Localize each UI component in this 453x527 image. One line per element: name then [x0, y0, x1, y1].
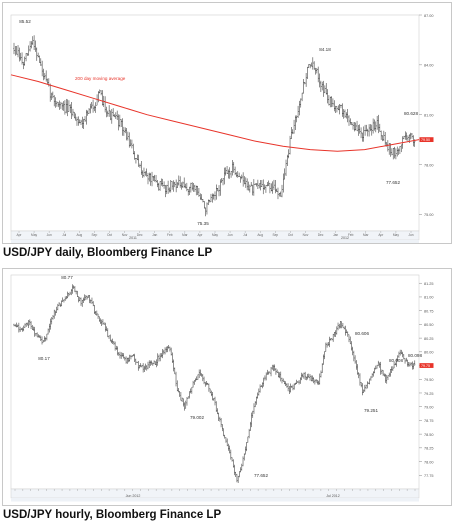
last-price-marker — [419, 137, 434, 143]
annotation-label: 79.002 — [190, 415, 204, 420]
y-tick-label: 79.25 — [424, 392, 434, 396]
x-tick-label: Apr — [197, 233, 203, 237]
annotation-label: 84.18 — [319, 47, 331, 52]
hourly-chart: 77.75 78.00 78.25 78.50 78.75 79.00 79.25 79.50… — [10, 274, 434, 502]
y-tick-label: 81.25 — [424, 282, 434, 286]
x-year-label: 2012 — [341, 236, 349, 240]
y-tick-label: 78.75 — [424, 419, 434, 423]
y-tick-label: 77.75 — [424, 474, 434, 478]
x-tick-label: Aug — [257, 233, 263, 237]
x-tick-label: Apr — [17, 233, 23, 237]
y-tick-label: 80.75 — [424, 309, 434, 313]
x-tick-label: Sep — [92, 233, 98, 237]
annotation-label: 80.098 — [408, 353, 422, 358]
x-tick-label: Oct — [288, 233, 293, 237]
x-tick-label: Feb — [348, 233, 354, 237]
x-tick-label: Jan — [333, 233, 338, 237]
x-tick-label: Aug — [76, 233, 82, 237]
x-year-label: Jun 2012 — [126, 494, 141, 498]
y-tick-label: 79.50 — [424, 378, 434, 382]
y-tick-label: 80.25 — [424, 337, 434, 341]
moving-average-line — [10, 74, 420, 152]
y-tick-label: 78.25 — [424, 447, 434, 451]
x-tick-label: Apr — [378, 233, 384, 237]
annotation-label: 85.52 — [19, 19, 31, 24]
y-tick-label: 78.00 — [424, 460, 434, 464]
annotation-label: 80.628 — [404, 111, 418, 116]
y-tick-label: 78.00 — [424, 163, 434, 167]
x-tick-label: Jun — [228, 233, 233, 237]
last-price-marker — [419, 363, 434, 368]
y-tick-label: 80.00 — [424, 351, 434, 355]
x-axis-strip — [10, 488, 420, 499]
x-tick-label: May — [212, 233, 218, 237]
x-tick-label: Dec — [318, 233, 324, 237]
x-tick-label: Oct — [107, 233, 112, 237]
x-tick-label: Mar — [363, 233, 369, 237]
moving-average-label: 200 day moving average — [75, 76, 126, 81]
x-tick-label: Jan — [152, 233, 157, 237]
hourly-chart-panel: 77.75 78.00 78.25 78.50 78.75 79.00 79.25 79.50… — [2, 268, 452, 506]
x-tick-label: Dec — [137, 233, 143, 237]
x-tick-label: Jun — [408, 233, 413, 237]
daily-chart: 75.00 78.00 81.00 84.00 87.00 Apr May Jun Jul Aug… — [10, 14, 434, 243]
daily-chart-caption: USD/JPY daily, Bloomberg Finance LP — [3, 247, 213, 259]
last-price-label: 79.50 — [421, 138, 430, 142]
x-tick-label: Nov — [303, 233, 309, 237]
annotation-label: 80.17 — [38, 356, 50, 361]
x-tick-label: Mar — [182, 233, 188, 237]
chart-footer — [11, 498, 419, 502]
x-year-label: Jul 2012 — [326, 494, 340, 498]
y-tick-label: 84.00 — [424, 64, 434, 68]
annotation-label: 79.251 — [364, 408, 378, 413]
y-tick-label: 81.00 — [424, 113, 434, 117]
daily-chart-panel: 75.00 78.00 81.00 84.00 87.00 Apr May Jun Jul Aug… — [2, 2, 452, 244]
y-tick-label: 78.50 — [424, 433, 434, 437]
x-year-label: 2011 — [129, 236, 137, 240]
plot-area — [10, 274, 420, 490]
x-tick-label: Nov — [122, 233, 128, 237]
x-tick-label: Sep — [272, 233, 278, 237]
annotation-label: 77.652 — [254, 473, 268, 478]
y-tick-label: 79.00 — [424, 405, 434, 409]
x-tick-label: May — [393, 233, 399, 237]
last-price-label: 79.75 — [421, 364, 430, 368]
annotation-label: 75.35 — [197, 221, 209, 226]
x-tick-label: Jun — [47, 233, 52, 237]
x-tick-label: Jul — [62, 233, 66, 237]
annotation-label: 77.652 — [386, 180, 400, 185]
annotation-label: 80.606 — [355, 331, 369, 336]
annotation-label: 80.008 — [389, 358, 403, 363]
y-tick-label: 80.50 — [424, 323, 434, 327]
chart-footer — [11, 240, 419, 243]
hourly-chart-caption: USD/JPY hourly, Bloomberg Finance LP — [3, 509, 222, 521]
y-tick-label: 75.00 — [424, 213, 434, 217]
x-tick-label: May — [31, 233, 37, 237]
y-tick-label: 87.00 — [424, 14, 434, 18]
y-tick-label: 81.00 — [424, 296, 434, 300]
annotation-label: 80.77 — [61, 275, 73, 280]
x-tick-label: Jul — [243, 233, 247, 237]
x-tick-label: Feb — [167, 233, 173, 237]
